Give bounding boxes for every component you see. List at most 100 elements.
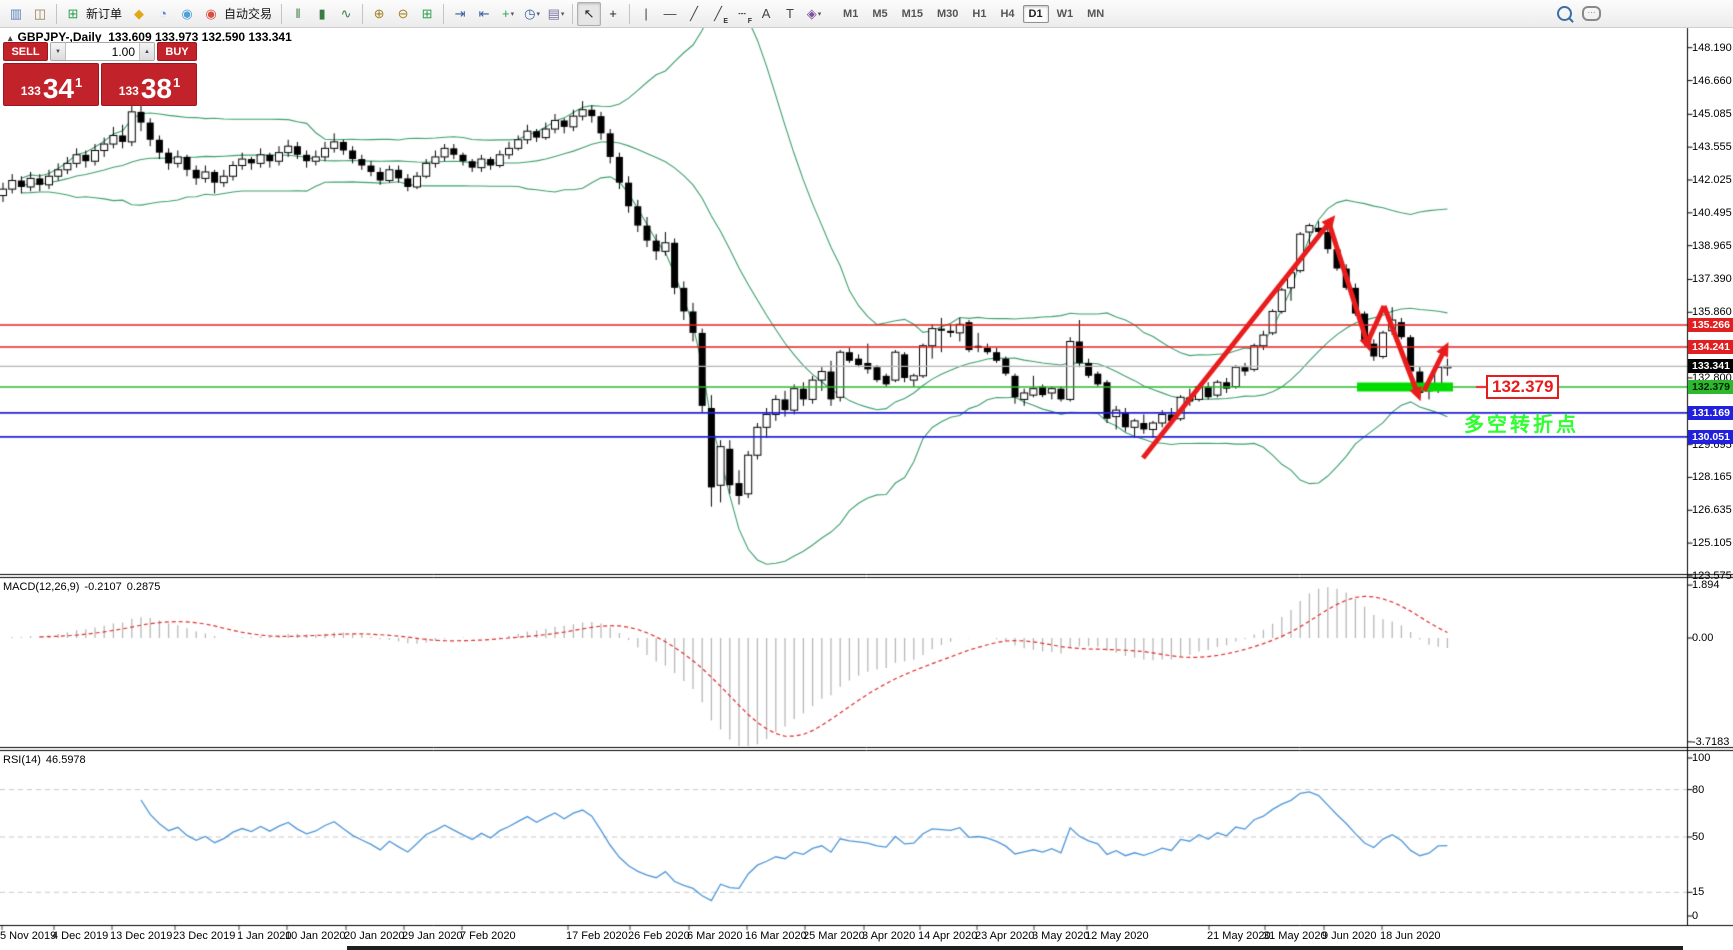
date-axis-label: 31 May 2020 [1263,930,1327,942]
date-axis-label: 29 Jan 2020 [402,930,463,942]
profiles-icon[interactable]: ◫ [33,5,47,21]
timeframe-w1[interactable]: W1 [1056,7,1074,20]
timeframe-m15[interactable]: M15 [901,7,923,20]
volume-decrease-button[interactable]: ▼ [51,43,66,60]
price-axis-tick: 142.025 [1692,173,1732,186]
sell-price-base: 133 [20,84,41,98]
macd-axis-tick: -3.7183 [1692,735,1730,748]
candlestick-chart-icon[interactable]: ▮ [318,5,326,21]
arrows-tool-icon[interactable]: ◈ ▾ [806,5,822,21]
metaeditor-icon[interactable]: ◆ [134,5,145,21]
line-chart-icon[interactable]: ∿ [340,5,352,21]
date-axis-label: 10 Jan 2020 [285,930,346,942]
collapse-icon[interactable]: ▴ [8,33,13,43]
new-chart-icon[interactable]: ▥ [9,5,23,21]
date-axis-label: 3 May 2020 [1032,930,1090,942]
bar-chart-icon[interactable]: ‖ [295,6,301,21]
toolbar-separator [362,3,364,24]
timeframe-mn[interactable]: MN [1087,7,1105,20]
price-axis-tick: 123.575 [1692,569,1732,582]
templates-icon[interactable]: ▤ ▾ [547,5,565,21]
macd-axis-tick: 0.00 [1692,632,1714,644]
new-order-icon[interactable]: ⊞ [67,5,79,21]
timeframe-h4[interactable]: H4 [1000,7,1015,20]
date-axis-label: 16 Mar 2020 [745,930,807,942]
date-axis-label: 20 Jan 2020 [344,930,405,942]
chat-icon[interactable]: ⋯ [1582,6,1601,21]
timeframe-bar: M1 M5 M15 M30 H1 H4 D1 W1 MN [836,4,1111,23]
timeframe-m5[interactable]: M5 [872,7,888,20]
new-order-icon-label[interactable]: 新订单 [86,7,123,21]
buy-price-pip: 1 [172,75,181,90]
buy-price-button[interactable]: 133 38 1 [101,63,197,106]
timeframe-h1[interactable]: H1 [972,7,987,20]
autotrading-icon[interactable]: ◉ [205,5,217,21]
date-axis-label: 26 Feb 2020 [628,930,690,942]
price-axis-tick: 137.390 [1692,273,1732,286]
sell-price-big: 34 [42,73,74,104]
chart-title: GBPJPY-,Daily [17,30,102,44]
zoom-in-icon[interactable]: ⊕ [373,5,385,21]
price-axis-tick: 135.860 [1692,306,1732,319]
rsi-axis-tick: 0 [1692,910,1699,922]
macd-label: MACD(12,26,9) -0.2107 0.2875 [3,581,161,593]
volume-increase-button[interactable]: ▲ [139,43,154,60]
cursor-icon[interactable]: ↖ [577,1,602,26]
chart-shift-icon[interactable]: ⇤ [478,5,490,21]
volume-input[interactable] [66,43,139,60]
zoom-out-icon[interactable]: ⊖ [397,5,409,21]
text-label-icon[interactable]: T [786,6,794,21]
date-axis-label: 9 Jun 2020 [1322,930,1377,942]
toolbar-right: ⋯ [1557,6,1601,21]
price-tag: 135.266 [1688,318,1733,333]
toolbar-separator [629,3,631,24]
date-axis-label: 23 Apr 2020 [975,930,1035,942]
timeframe-d1[interactable]: D1 [1022,4,1049,23]
autotrading-icon-label[interactable]: 自动交易 [224,7,273,21]
rsi-axis-tick: 80 [1692,783,1705,796]
date-axis-label: 18 Jun 2020 [1380,930,1441,942]
price-tag: 133.341 [1688,359,1733,374]
pivot-text-annotation[interactable]: 多空转折点 [1464,414,1579,436]
date-axis-label: 5 Nov 2019 [0,930,57,942]
toolbar-separator [56,3,57,24]
buy-button[interactable]: BUY [157,42,197,61]
price-tag: 130.051 [1688,429,1733,444]
toolbar-separator [281,3,283,24]
tile-windows-icon[interactable]: ⊞ [421,5,433,21]
date-axis-label: 3 Apr 2020 [862,930,916,942]
toolbar: ▥ ◫ ⊞ 新订单 ◆ ◔ ◉ ◉ 自动交易 ‖ ▮ ∿ ⊕ ⊖ ⊞ ⇥ ⇤ + ▾ ◷ ▾ ▤ ▾ ↖ + | — ╱ ╱ E ┄ F A T ◈… [0,0,1733,28]
price-axis-tick: 125.105 [1692,537,1732,550]
market-watch-icon[interactable]: ◔ [159,6,167,21]
date-axis-label: 23 Dec 2019 [173,930,236,942]
price-axis-tick: 138.965 [1692,239,1732,252]
periods-icon[interactable]: ◷ ▾ [524,5,540,21]
search-icon[interactable] [1557,6,1572,21]
equidistant-channel-icon[interactable]: ╱ E [714,5,729,25]
date-axis-label: 13 Dec 2019 [110,930,173,942]
date-axis-label: 21 May 2020 [1207,930,1271,942]
vertical-line-icon[interactable]: | [644,6,648,21]
add-indicator-icon[interactable]: + ▾ [501,6,515,21]
auto-scroll-icon[interactable]: ⇥ [454,5,466,21]
crosshair-icon[interactable]: + [609,6,617,21]
sell-price-button[interactable]: 133 34 1 [3,63,99,106]
price-axis-tick: 146.660 [1692,74,1732,87]
sell-button[interactable]: SELL [3,42,48,61]
signals-icon[interactable]: ◉ [181,5,193,21]
price-tag: 131.169 [1688,405,1733,420]
date-axis-label: 4 Dec 2019 [52,930,109,942]
fibonacci-icon[interactable]: ┄ F [738,5,753,25]
horizontal-line-icon[interactable]: — [663,6,677,21]
trendline-icon[interactable]: ╱ [690,5,698,21]
macd-axis-tick: 1.894 [1692,579,1720,592]
price-axis-tick: 145.085 [1692,108,1732,121]
pivot-price-annotation[interactable]: 132.379 [1486,375,1560,399]
toolbar-separator [572,3,574,24]
timeframe-m1[interactable]: M1 [843,7,859,20]
price-tag: 132.379 [1688,379,1733,394]
text-icon[interactable]: A [761,6,771,21]
timeframe-m30[interactable]: M30 [937,7,959,20]
date-axis-label: 17 Feb 2020 [566,930,628,942]
